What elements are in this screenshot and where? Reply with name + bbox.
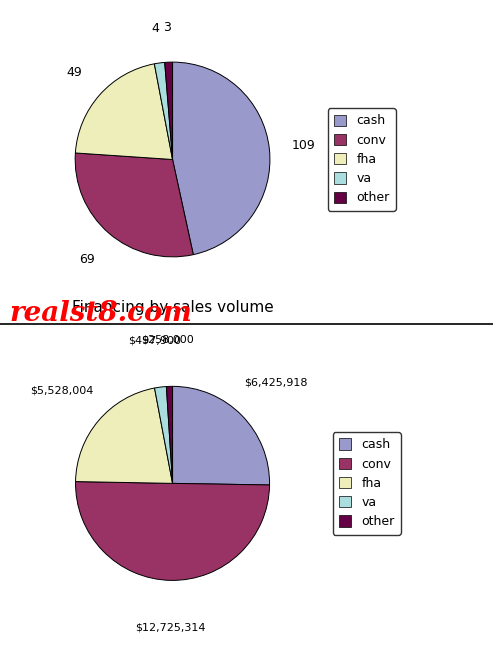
Legend: cash, conv, fha, va, other: cash, conv, fha, va, other [333,432,401,534]
Wedge shape [154,62,173,159]
Text: 69: 69 [78,253,94,266]
Text: 3: 3 [163,21,171,35]
Text: 4: 4 [151,22,159,35]
Legend: cash, conv, fha, va, other: cash, conv, fha, va, other [328,108,396,211]
Text: realst8.com: realst8.com [10,300,193,327]
Wedge shape [75,153,193,257]
Wedge shape [75,64,173,159]
Text: 49: 49 [66,66,82,79]
Wedge shape [165,62,173,159]
Text: $497,900: $497,900 [128,335,181,345]
Text: $5,528,004: $5,528,004 [31,385,94,395]
Text: $6,425,918: $6,425,918 [244,377,307,387]
Wedge shape [166,386,173,483]
Title: Financing by sales volume: Financing by sales volume [71,300,274,315]
Wedge shape [173,62,270,255]
Text: $258,000: $258,000 [141,334,194,344]
Wedge shape [154,387,173,483]
Wedge shape [173,386,270,485]
Text: 109: 109 [292,139,316,152]
Wedge shape [75,388,173,483]
Text: $12,725,314: $12,725,314 [135,623,205,633]
Wedge shape [75,482,270,581]
